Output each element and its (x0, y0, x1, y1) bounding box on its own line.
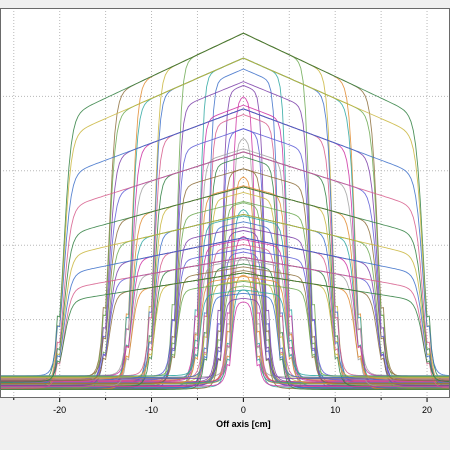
profile-series-line (0, 301, 450, 387)
profile-series-line (0, 237, 450, 385)
profile-series-line (0, 186, 450, 388)
profile-series-line (0, 256, 450, 389)
profile-series-line (0, 270, 450, 390)
profile-series-line (0, 236, 450, 383)
x-tick-label: 20 (422, 405, 432, 415)
profile-series-line (0, 108, 450, 377)
profile-series-line (0, 57, 450, 389)
profile-series-line (0, 289, 450, 384)
x-tick-label: 10 (330, 405, 340, 415)
x-tick-label: 0 (241, 405, 246, 415)
profile-series-line (0, 32, 450, 382)
profile-series-line (0, 280, 450, 377)
series-layer (0, 32, 450, 391)
profile-series-line (0, 151, 450, 388)
profile-series-line (0, 213, 450, 388)
profile-series-line (0, 272, 450, 383)
profile-series-line (0, 239, 450, 382)
x-axis-title: Off axis [cm] (216, 419, 271, 429)
x-tick-label: -20 (53, 405, 66, 415)
profile-series-line (0, 263, 450, 391)
x-tick-label: -10 (145, 405, 158, 415)
profile-series-line (0, 266, 450, 385)
profile-series-line (0, 289, 450, 377)
x-axis-ticks: -20 -10 0 10 20 (13, 398, 432, 415)
